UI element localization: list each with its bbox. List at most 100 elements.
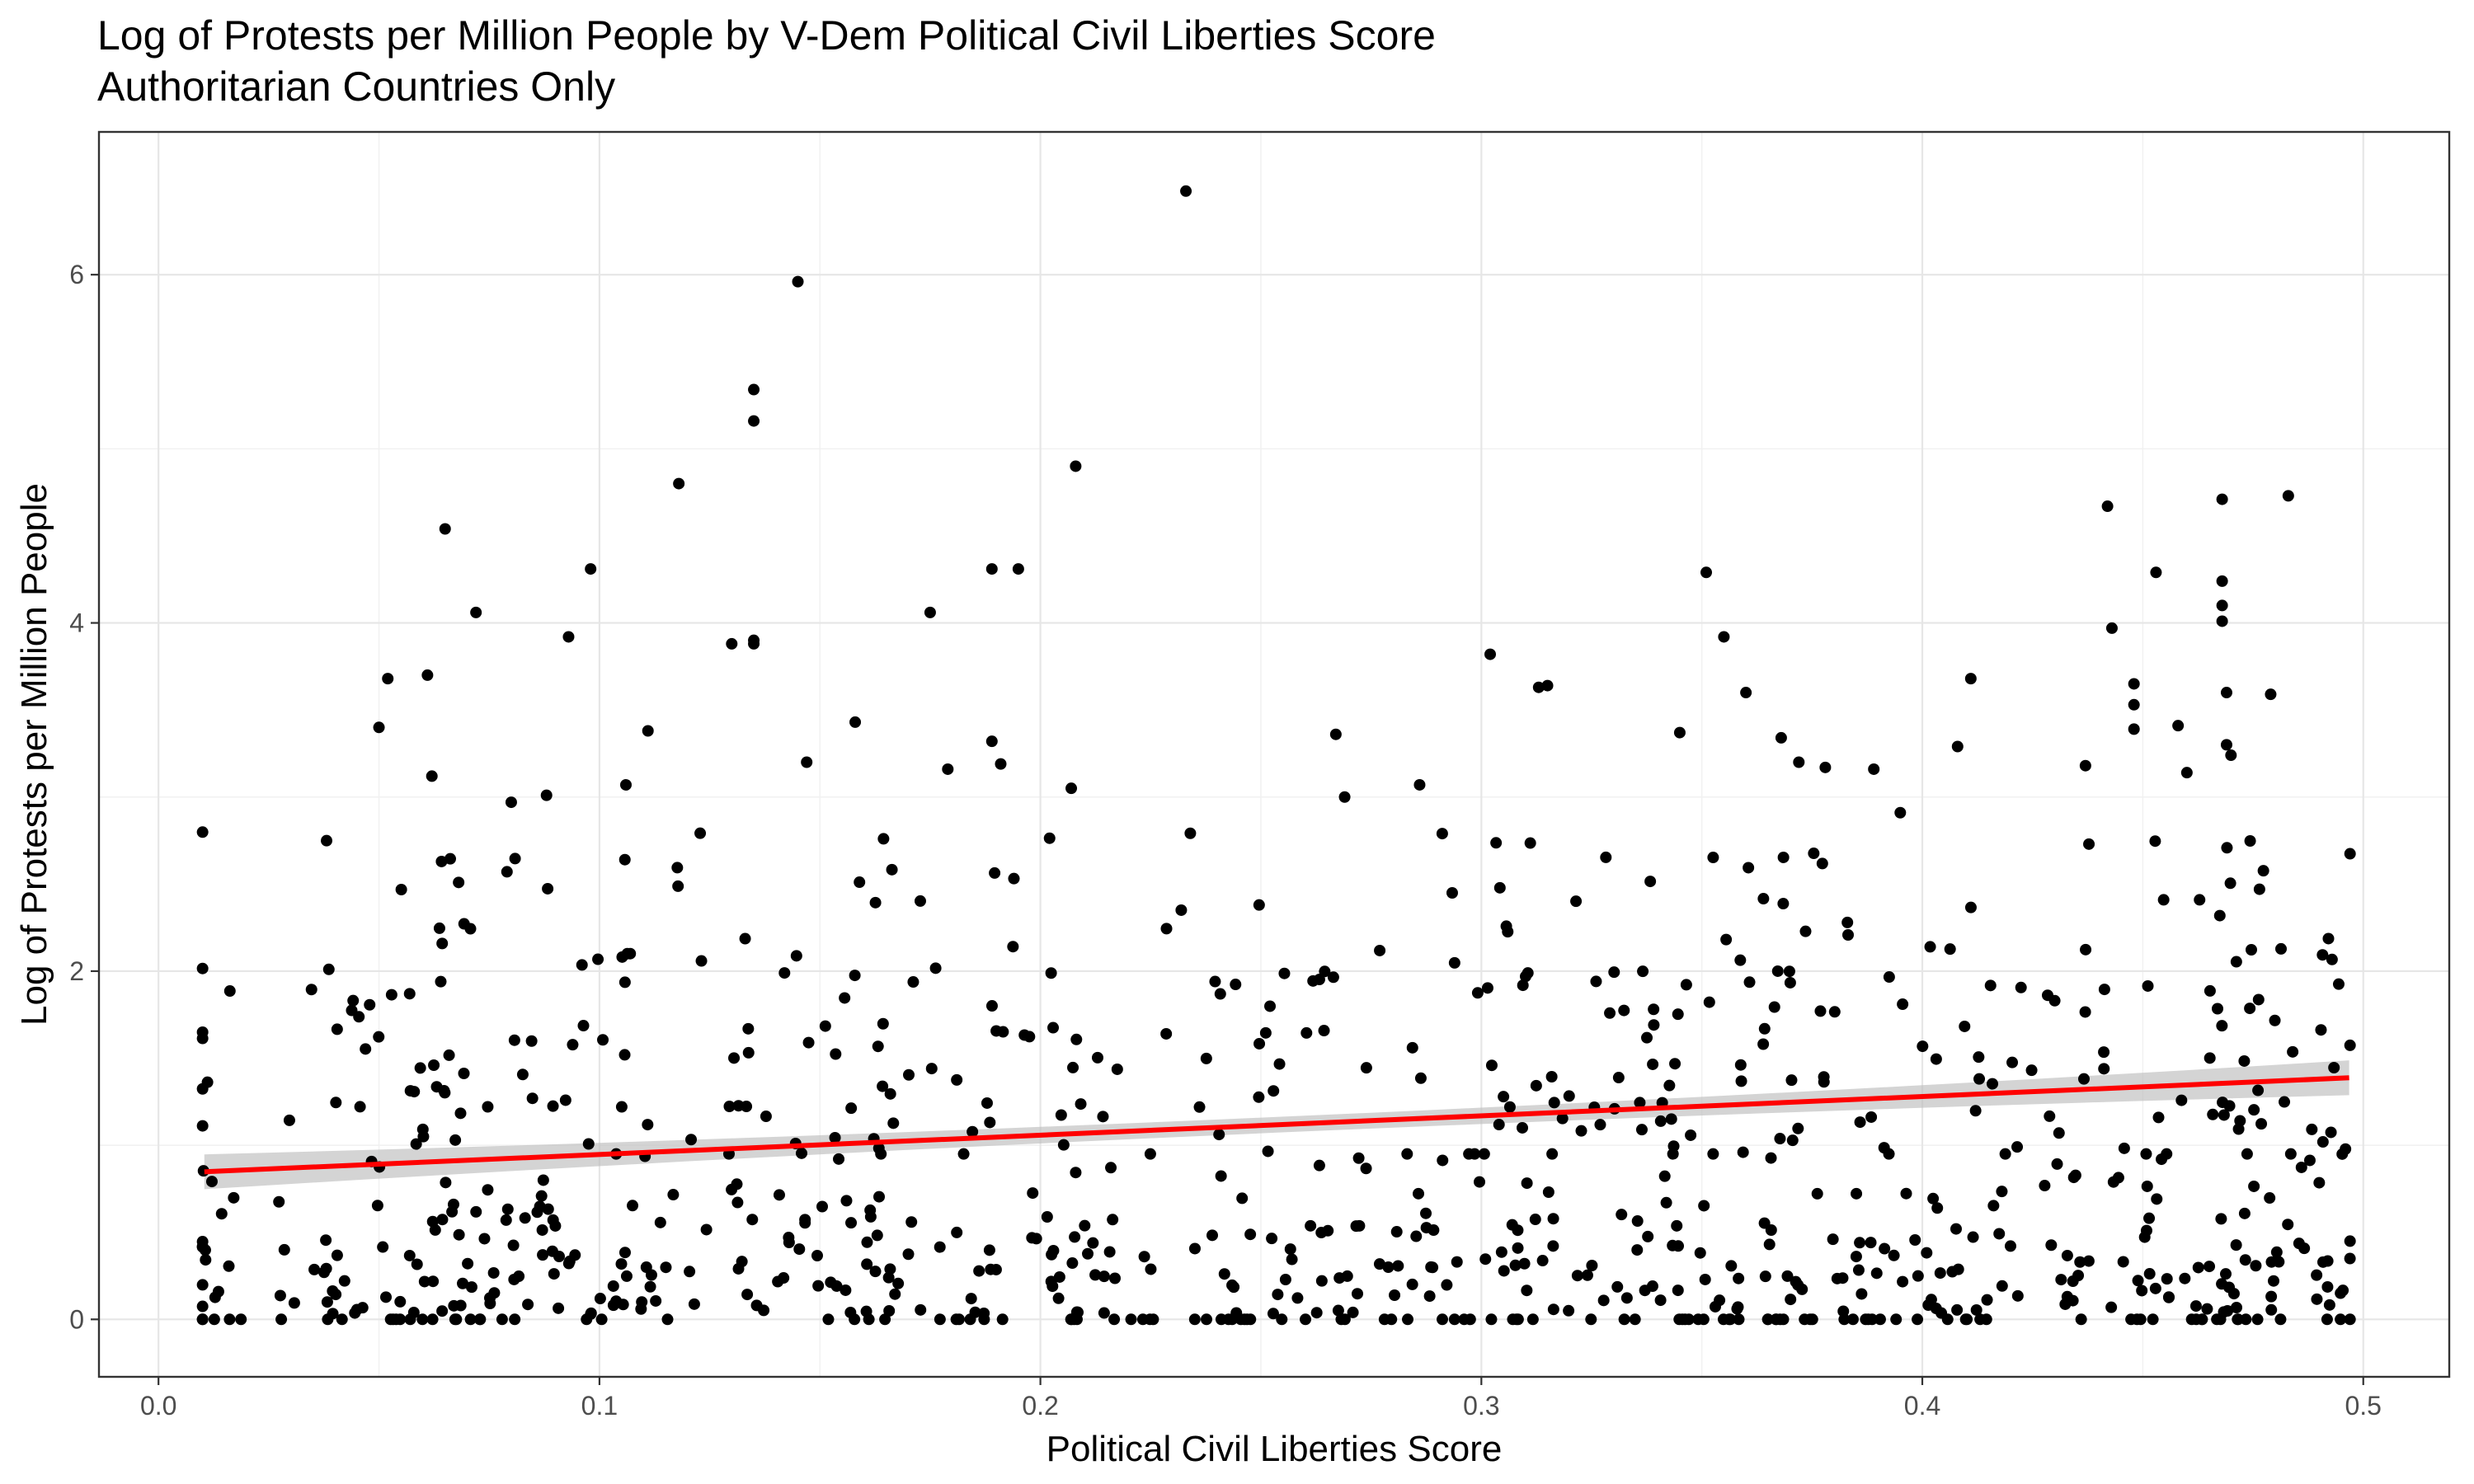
data-point: [2265, 688, 2277, 701]
data-point: [1464, 1313, 1476, 1326]
data-point: [1200, 1052, 1212, 1064]
data-point: [1600, 851, 1612, 863]
data-point: [778, 967, 791, 979]
data-point: [2328, 1062, 2340, 1074]
data-point: [2213, 909, 2226, 922]
data-point: [1556, 1112, 1569, 1125]
data-point: [1946, 1266, 1959, 1278]
data-point: [449, 1134, 462, 1146]
data-point: [942, 763, 954, 775]
data-point: [2303, 1154, 2316, 1167]
data-point: [985, 1263, 997, 1275]
data-point: [1964, 673, 1977, 685]
data-point: [1725, 1260, 1738, 1272]
data-point: [1921, 1247, 1933, 1259]
data-point: [741, 1101, 753, 1113]
data-point: [1897, 1275, 1909, 1288]
data-point: [952, 1313, 965, 1326]
data-point: [1026, 1232, 1038, 1244]
data-point: [373, 1031, 385, 1043]
plot-background: [99, 132, 2449, 1377]
data-point: [1244, 1228, 1257, 1241]
data-point: [1478, 1148, 1490, 1160]
data-point: [465, 1281, 477, 1294]
data-point: [914, 895, 926, 907]
data-point: [985, 735, 998, 748]
data-point: [537, 1249, 549, 1261]
data-point: [1594, 1119, 1606, 1131]
data-point: [1846, 1313, 1859, 1326]
data-point: [1007, 941, 1019, 953]
y-tick-label: 0: [69, 1304, 84, 1334]
data-point: [1315, 1227, 1328, 1239]
data-point: [2011, 1289, 2024, 1302]
data-point: [1495, 1246, 1507, 1258]
data-point: [1961, 1313, 1973, 1326]
y-tick-label: 2: [69, 956, 84, 986]
data-point: [2061, 1249, 2073, 1261]
data-point: [1737, 1146, 1749, 1158]
data-point: [1575, 1125, 1587, 1137]
data-point: [1414, 1072, 1427, 1084]
data-point: [2340, 1143, 2352, 1155]
data-point: [223, 985, 236, 998]
data-point: [1637, 965, 1649, 978]
data-point: [2149, 835, 2161, 848]
data-point: [421, 669, 434, 681]
data-point: [1493, 1119, 1505, 1131]
data-point: [1374, 944, 1386, 956]
data-point: [1502, 926, 1514, 938]
data-point: [1147, 1313, 1159, 1326]
data-point: [208, 1313, 220, 1326]
data-point: [2279, 1096, 2291, 1108]
data-point: [2011, 1141, 2024, 1153]
data-point: [553, 1302, 565, 1314]
data-point: [965, 1293, 977, 1305]
data-point: [2265, 1290, 2278, 1303]
data-point: [1541, 679, 1554, 692]
data-point: [1075, 1098, 1087, 1111]
data-point: [223, 1313, 236, 1326]
data-point: [2265, 1303, 2278, 1316]
data-point: [196, 1120, 209, 1132]
data-point: [1360, 1062, 1372, 1074]
data-point: [2216, 615, 2228, 627]
data-point: [2161, 1148, 2173, 1160]
data-point: [741, 1289, 754, 1301]
data-point: [1307, 974, 1319, 987]
data-point: [1160, 1027, 1173, 1040]
data-point: [2151, 1193, 2163, 1205]
data-point: [748, 415, 760, 427]
data-point: [1506, 1219, 1518, 1231]
data-point: [673, 477, 685, 490]
data-point: [390, 1313, 402, 1326]
data-point: [1740, 687, 1752, 699]
data-point: [435, 975, 447, 988]
data-point: [1479, 1253, 1492, 1266]
data-point: [748, 634, 760, 646]
data-point: [2224, 877, 2236, 890]
data-point: [448, 1299, 460, 1312]
data-point: [748, 383, 760, 396]
data-point: [1912, 1313, 1924, 1326]
data-point: [1327, 971, 1339, 984]
data-point: [2082, 1255, 2095, 1267]
data-point: [861, 1236, 873, 1248]
data-point: [1184, 827, 1197, 839]
data-point: [215, 1208, 228, 1220]
data-point: [484, 1298, 496, 1310]
data-point: [1286, 1253, 1298, 1266]
data-point: [1521, 1177, 1533, 1190]
data-point: [2079, 1006, 2091, 1018]
data-point: [547, 1100, 559, 1112]
data-point: [536, 1223, 548, 1236]
data-point: [684, 1266, 696, 1278]
chart-title: Log of Protests per Million People by V-…: [97, 12, 1436, 59]
data-point: [2196, 1313, 2208, 1326]
data-point: [1999, 1148, 2011, 1160]
data-point: [1987, 1078, 1999, 1090]
data-point: [331, 1249, 343, 1261]
data-point: [1969, 1105, 1982, 1117]
data-point: [642, 725, 654, 737]
data-point: [2335, 1313, 2347, 1326]
